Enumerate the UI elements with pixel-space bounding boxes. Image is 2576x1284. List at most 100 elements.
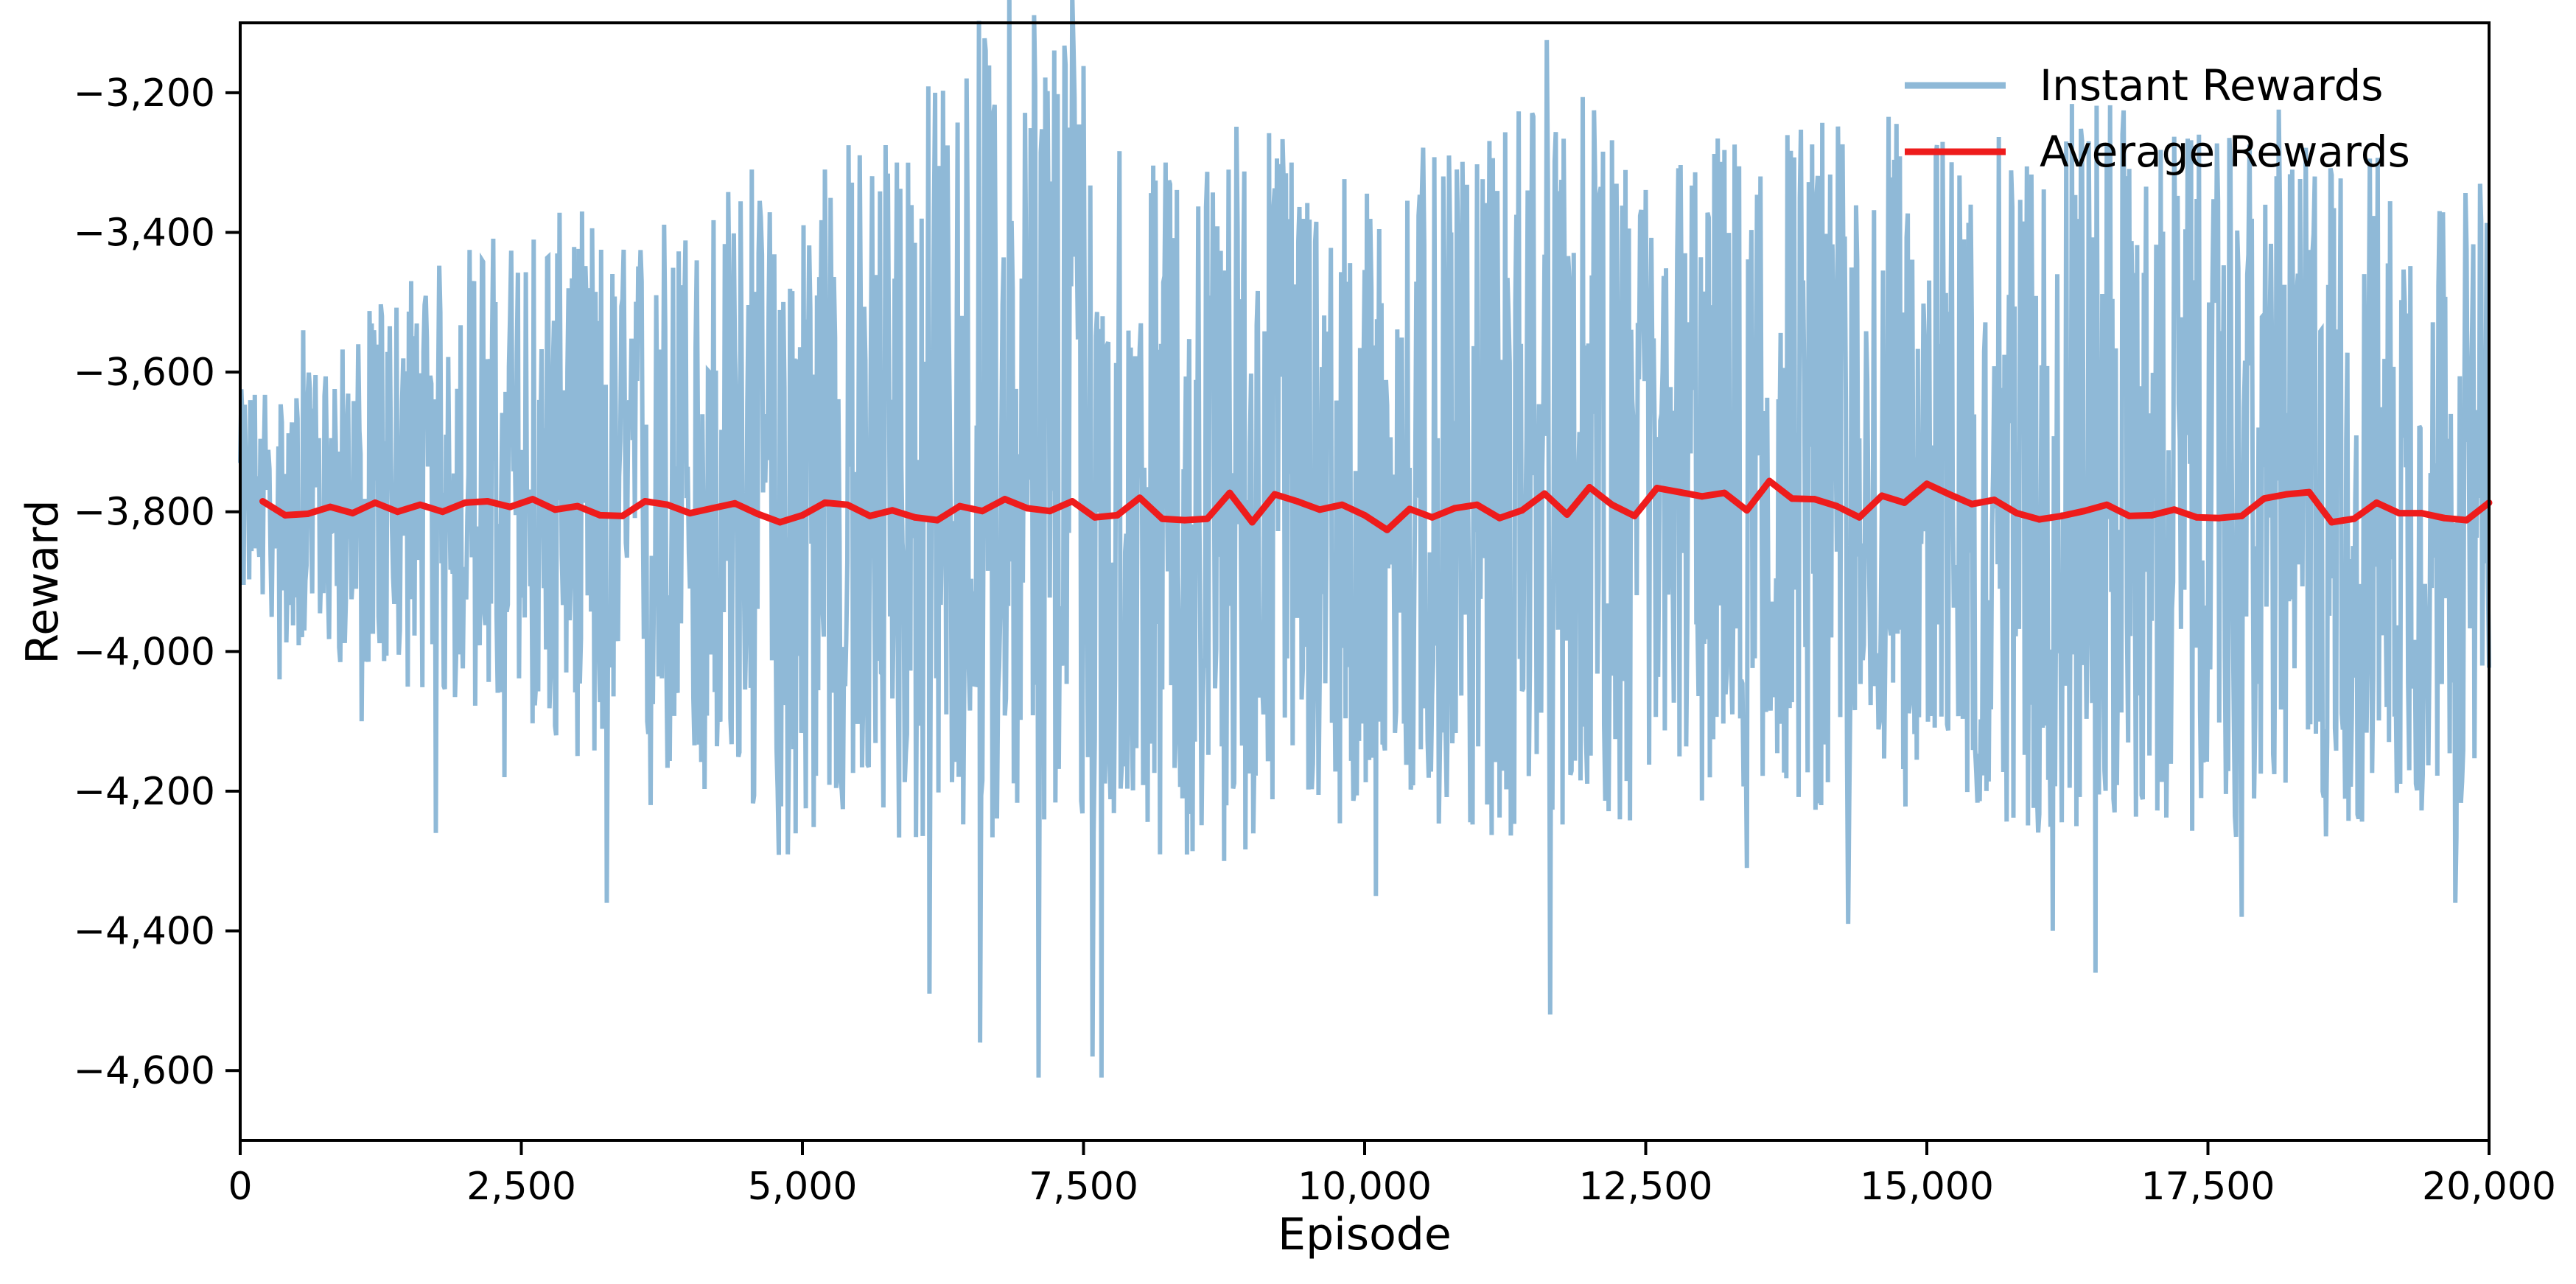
y-tick-label: −4,000: [74, 630, 215, 674]
x-tick-label: 5,000: [748, 1165, 858, 1209]
x-tick-label: 10,000: [1298, 1165, 1432, 1209]
average-rewards-point: [1564, 511, 1571, 518]
x-tick-label: 2,500: [466, 1165, 576, 1209]
x-tick-label: 12,500: [1579, 1165, 1713, 1209]
y-tick-label: −3,600: [74, 351, 215, 395]
average-rewards-point: [619, 512, 626, 519]
average-rewards-point: [1855, 513, 1863, 521]
x-axis-ticks: 0 2,500 5,000 7,500 10,000 12,500 15,000 17,500…: [228, 1140, 2556, 1209]
average-rewards-point: [461, 499, 469, 506]
average-rewards-point: [2171, 506, 2178, 513]
average-rewards-point: [2440, 514, 2448, 522]
average-rewards-point: [326, 503, 334, 511]
average-rewards-point: [2373, 499, 2380, 506]
y-tick-label: −4,200: [74, 770, 215, 814]
average-rewards-point: [1788, 495, 1796, 502]
average-rewards-point: [1698, 493, 1706, 500]
x-axis-label: Episode: [1278, 1209, 1452, 1260]
average-rewards-point: [551, 506, 559, 513]
average-rewards-point: [956, 502, 964, 510]
average-rewards-point: [979, 508, 986, 515]
average-rewards-point: [484, 498, 491, 505]
x-tick-label: 0: [228, 1165, 252, 1209]
legend-label-instant: Instant Rewards: [2040, 60, 2384, 110]
average-rewards-point: [934, 516, 941, 524]
average-rewards-point: [1676, 488, 1683, 496]
y-tick-label: −3,200: [74, 71, 215, 116]
average-rewards-point: [822, 499, 828, 506]
average-rewards-point: [281, 511, 289, 519]
x-tick-label: 15,000: [1860, 1165, 1994, 1209]
average-rewards-point: [2283, 491, 2290, 498]
average-rewards-point: [1721, 489, 1728, 497]
x-tick-label: 17,500: [2141, 1165, 2275, 1209]
average-rewards-point: [799, 511, 806, 519]
average-rewards-point: [1631, 512, 1638, 519]
y-tick-label: −4,400: [74, 910, 215, 954]
average-rewards-point: [2238, 512, 2245, 519]
average-rewards-point: [2418, 510, 2425, 517]
average-rewards-point: [506, 503, 514, 511]
average-rewards-point: [2351, 515, 2358, 522]
average-rewards-point: [596, 511, 603, 519]
average-rewards-point: [1810, 496, 1818, 503]
instant-rewards-series: [238, 0, 2491, 1078]
average-rewards-point: [349, 510, 357, 517]
x-tick-label: 7,500: [1029, 1165, 1138, 1209]
average-rewards-point: [1158, 515, 1166, 522]
average-rewards-point: [844, 501, 851, 508]
average-rewards-point: [664, 501, 671, 508]
average-rewards-point: [439, 508, 447, 516]
average-rewards-point: [1091, 513, 1099, 521]
instant-rewards-line: [238, 0, 2491, 1078]
average-rewards-point: [2148, 511, 2155, 519]
average-rewards-point: [1923, 480, 1931, 488]
average-rewards-point: [1181, 516, 1189, 524]
x-tick-label: 20,000: [2422, 1165, 2556, 1209]
average-rewards-point: [574, 502, 581, 510]
legend-label-average: Average Rewards: [2040, 127, 2410, 177]
average-rewards-point: [709, 505, 716, 512]
average-rewards-point: [1429, 513, 1436, 521]
average-rewards-point: [731, 499, 738, 507]
average-rewards-point: [259, 498, 266, 505]
legend: Instant Rewards Average Rewards: [1905, 60, 2410, 177]
average-rewards-point: [1586, 484, 1593, 491]
average-rewards-point: [1451, 505, 1458, 512]
average-rewards-point: [1136, 494, 1144, 502]
y-tick-label: −3,800: [74, 491, 215, 535]
average-rewards-point: [1316, 506, 1323, 513]
average-rewards-point: [304, 511, 312, 517]
average-rewards-point: [1653, 485, 1661, 491]
average-rewards-point: [1474, 501, 1481, 508]
average-rewards-point: [1248, 519, 1256, 526]
average-rewards-point: [1339, 501, 1345, 508]
average-rewards-point: [1046, 508, 1054, 515]
average-rewards-point: [1496, 514, 1503, 522]
average-rewards-point: [416, 501, 424, 508]
average-rewards-point: [1271, 491, 1278, 498]
average-rewards-point: [1609, 501, 1616, 508]
average-rewards-point: [1991, 497, 1998, 504]
average-rewards-point: [1743, 507, 1751, 514]
average-rewards-point: [867, 512, 874, 519]
average-rewards-point: [2126, 512, 2133, 519]
average-rewards-point: [889, 507, 896, 514]
average-rewards-point: [2261, 495, 2268, 502]
average-rewards-point: [529, 496, 536, 503]
y-tick-label: −3,400: [74, 211, 215, 255]
average-rewards-point: [2328, 519, 2335, 526]
average-rewards-point: [2193, 513, 2200, 521]
average-rewards-point: [2013, 510, 2020, 517]
average-rewards-line: [261, 477, 2491, 533]
average-rewards-point: [2081, 508, 2088, 515]
average-rewards-point: [1068, 498, 1076, 505]
average-rewards-point: [1765, 477, 1773, 485]
average-rewards-point: [641, 498, 648, 505]
y-axis-ticks: −3,200 −3,400 −3,600 −3,800 −4,000 −4,200 −4,4…: [74, 71, 240, 1093]
y-axis-label: Reward: [17, 499, 69, 664]
average-rewards-point: [394, 508, 402, 516]
average-rewards-point: [911, 513, 919, 521]
